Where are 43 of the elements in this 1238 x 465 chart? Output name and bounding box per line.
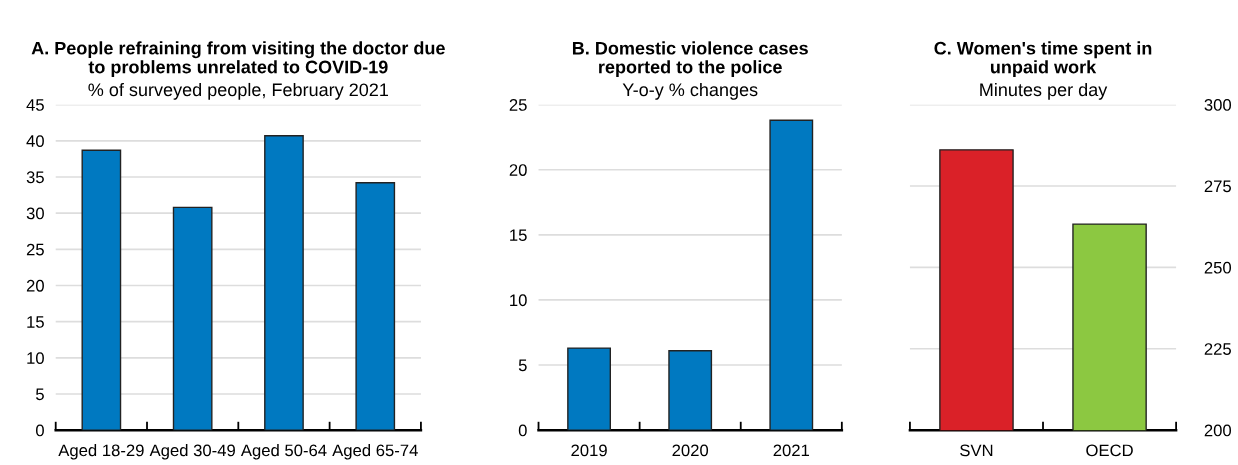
- bar: [264, 135, 304, 431]
- y2-tick-label: 225: [1204, 343, 1231, 355]
- y2-tick-label: 200: [1204, 424, 1232, 437]
- y-tick-label: 15: [27, 316, 44, 328]
- y-tick-label: 30: [26, 207, 44, 220]
- x-tick-label: 2021: [773, 444, 810, 457]
- x-tick-label: Aged 18-29: [58, 444, 144, 460]
- y-tick-label: 45: [26, 99, 44, 111]
- x-tick-label: OECD: [1086, 444, 1133, 457]
- y-tick-label: 0: [35, 424, 44, 437]
- y-tick-label: 15: [510, 229, 527, 242]
- y-tick-label: 40: [26, 135, 44, 147]
- y-tick-label: 10: [510, 294, 527, 307]
- bar: [668, 350, 713, 431]
- chart-title: A. People refraining from visiting the doctor due to problems unrelated to COVID-19: [31, 41, 445, 77]
- y-tick-label: 25: [509, 99, 527, 111]
- y2-tick-label: 275: [1204, 180, 1231, 193]
- x-tick-label: 2020: [672, 444, 709, 457]
- y-tick-label: 20: [509, 164, 527, 176]
- x-tick-label: Aged 50-64: [240, 444, 327, 460]
- chart-title: B. Domestic violence cases reported to the police: [572, 41, 808, 77]
- x-tick-label: 2019: [571, 444, 607, 457]
- chart-subtitle: Y-o-y % changes: [622, 82, 758, 100]
- y-tick-label: 5: [36, 388, 44, 401]
- bar: [355, 182, 396, 431]
- bar: [172, 206, 213, 431]
- y-tick-label: 25: [26, 243, 44, 256]
- bar: [769, 119, 814, 431]
- x-tick-label: Aged 30-49: [149, 444, 235, 460]
- chart-title: C. Women's time spent in unpaid work: [934, 41, 1152, 77]
- y-tick-label: 5: [518, 359, 527, 372]
- x-tick-label: Aged 65-74: [332, 444, 418, 460]
- bar: [567, 347, 612, 431]
- y-tick-label: 35: [26, 171, 44, 184]
- y-tick-label: 10: [27, 352, 44, 364]
- y2-tick-label: 250: [1204, 261, 1232, 274]
- y-tick-label: 0: [518, 424, 527, 437]
- chart-subtitle: % of surveyed people, February 2021: [88, 82, 388, 100]
- y2-tick-label: 300: [1204, 99, 1232, 111]
- chart-subtitle: Minutes per day: [980, 82, 1108, 100]
- bar: [81, 149, 122, 431]
- y-tick-label: 20: [26, 279, 44, 292]
- x-tick-label: SVN: [960, 444, 993, 457]
